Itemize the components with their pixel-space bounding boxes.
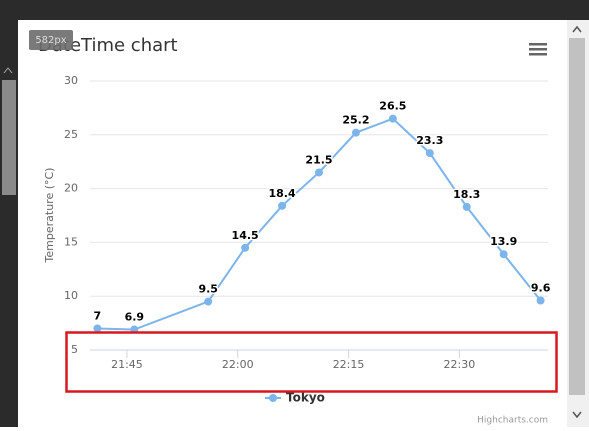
chart-panel <box>18 20 567 427</box>
y-tick-label: 10 <box>64 289 78 302</box>
data-point[interactable] <box>388 114 397 123</box>
y-tick-label: 15 <box>64 235 78 248</box>
data-point[interactable] <box>536 296 545 305</box>
viewport-badge-text: 582px <box>35 35 66 46</box>
data-point[interactable] <box>499 250 508 259</box>
data-point[interactable] <box>93 324 102 333</box>
y-tick-label: 25 <box>64 128 78 141</box>
menu-button[interactable] <box>529 43 547 56</box>
data-label: 9.6 <box>531 282 551 295</box>
viewport-badge <box>29 30 73 50</box>
data-label: 25.2 <box>342 114 369 127</box>
y-axis-title: Temperature (°C) <box>43 168 56 264</box>
data-label: 14.5 <box>232 229 259 242</box>
series-line <box>97 117 542 331</box>
legend-label: Tokyo <box>286 391 325 405</box>
data-point[interactable] <box>204 297 213 306</box>
data-label: 18.3 <box>453 188 480 201</box>
data-point[interactable] <box>425 149 434 158</box>
y-tick-label: 5 <box>71 343 78 356</box>
menu-line <box>529 43 547 46</box>
x-tick-label: 21:45 <box>111 358 143 371</box>
scrollbar-thumb[interactable] <box>569 38 585 395</box>
menu-line <box>529 53 547 56</box>
y-tick-label: 20 <box>64 182 78 195</box>
left-scroll-arrow[interactable] <box>3 67 13 74</box>
data-label: 9.5 <box>198 283 218 296</box>
data-point[interactable] <box>278 201 287 210</box>
data-label: 6.9 <box>125 311 145 324</box>
data-label: 26.5 <box>379 100 406 113</box>
data-point[interactable] <box>351 128 360 137</box>
data-label: 18.4 <box>268 187 295 200</box>
legend-symbol <box>269 394 277 402</box>
menu-line <box>529 48 547 51</box>
y-tick-label: 30 <box>64 74 78 87</box>
data-label: 7 <box>94 309 102 322</box>
x-tick-label: 22:15 <box>333 358 365 371</box>
data-point[interactable] <box>315 168 323 177</box>
credits[interactable]: Highcharts.com <box>477 416 548 426</box>
data-point[interactable] <box>241 243 250 252</box>
scroll-down[interactable] <box>572 411 582 419</box>
data-point[interactable] <box>462 202 471 211</box>
scroll-up[interactable] <box>572 25 582 33</box>
x-tick-label: 22:00 <box>222 358 254 371</box>
legend-item[interactable]: Tokyo <box>265 391 325 405</box>
data-label: 23.3 <box>416 134 443 147</box>
data-label: 21.5 <box>305 153 332 166</box>
x-tick-label: 22:30 <box>444 358 476 371</box>
left-scroll-thumb[interactable] <box>2 80 16 195</box>
highlight-box <box>65 331 558 393</box>
data-label: 13.9 <box>490 235 517 248</box>
